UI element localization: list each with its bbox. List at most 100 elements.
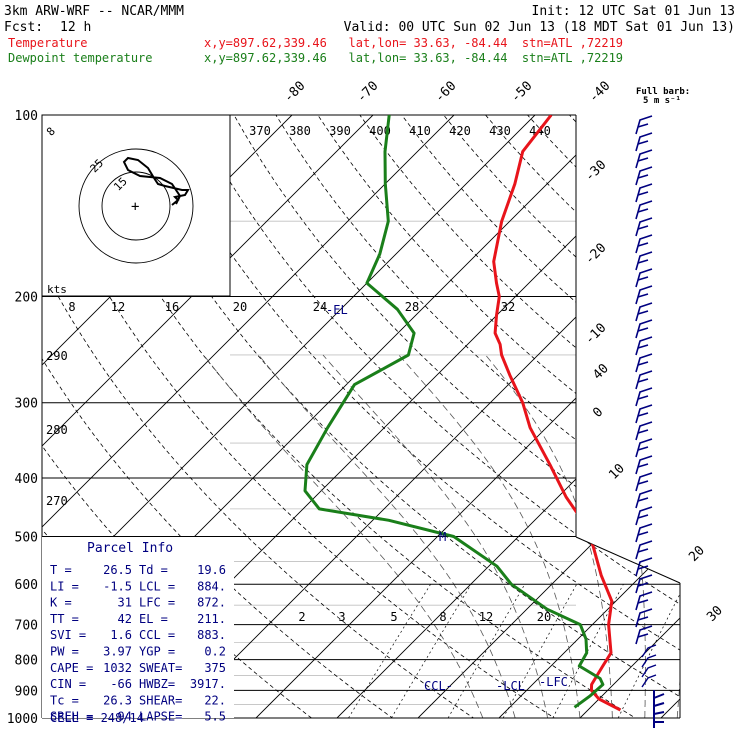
moist-adiabat <box>710 355 739 718</box>
parcel-value: 19.6 <box>197 563 226 577</box>
parcel-label: PW = <box>50 645 79 659</box>
parcel-value: 26.3 <box>103 693 132 707</box>
isotherm-top-label: -40 <box>586 79 613 106</box>
mixing-ratio-label: 3 <box>338 610 345 624</box>
hodograph-ring-label: 8 <box>68 300 75 314</box>
mixing-ratio-label: 2 <box>298 610 305 624</box>
temperature-profile <box>492 115 622 712</box>
parcel-value: 0.2 <box>204 645 226 659</box>
parcel-info-title: Parcel Info <box>87 541 173 556</box>
lcl-marker: -LCL <box>496 679 525 693</box>
dry-adiabat <box>527 115 680 718</box>
dry-adiabat <box>107 115 680 718</box>
wind-barb <box>635 421 653 441</box>
parcel-label: HWBZ= <box>139 677 175 691</box>
moist-adiabat <box>398 354 581 718</box>
isotherm-line <box>660 115 680 718</box>
wind-barb <box>635 455 653 475</box>
parcel-label: CIN = <box>50 677 86 691</box>
isotherm-line <box>174 115 680 718</box>
hodograph-trace <box>122 156 190 206</box>
ccl-marker: CCL- <box>424 679 453 693</box>
hodograph-inset: + 25 15 kts 8 <box>41 114 231 297</box>
wind-barb <box>635 115 653 135</box>
pressure-tick-label: 700 <box>15 619 38 634</box>
moist-adiabat <box>258 354 516 718</box>
model-title: 3km ARW-WRF -- NCAR/MMM <box>4 4 184 19</box>
parcel-label: YGP = <box>139 645 175 659</box>
parcel-label: T = <box>50 563 72 577</box>
dewpoint-profile <box>303 115 605 709</box>
pressure-tick-label: 500 <box>15 530 38 545</box>
wind-barb <box>635 149 653 169</box>
parcel-label: SVI = <box>50 628 86 642</box>
wind-barb <box>635 404 653 424</box>
wind-barb <box>635 625 653 645</box>
dry-adiabat <box>42 115 411 718</box>
wind-barb <box>635 591 653 611</box>
parcel-label: LCL = <box>139 579 175 593</box>
theta-label: 410 <box>409 124 431 138</box>
moist-adiabat <box>577 354 646 718</box>
hodograph-ring-inner <box>101 171 171 241</box>
parcel-label: SREH = <box>50 710 93 724</box>
parcel-label: EL = <box>139 612 168 626</box>
moist-adiabat <box>322 354 548 718</box>
wind-barb <box>635 285 653 305</box>
theta-label: 400 <box>369 124 391 138</box>
parcel-label: TT = <box>50 612 79 626</box>
wind-barb <box>635 387 653 407</box>
wind-barb <box>635 183 653 203</box>
mixing-ratio-line <box>447 584 526 718</box>
forecast-label: Fcst: <box>4 20 43 35</box>
parcel-label: Td = <box>139 563 168 577</box>
valid-time: Valid: 00 UTC Sun 02 Jun 13 (18 MDT Sat … <box>344 20 735 35</box>
barb-legend-units: 5 m s⁻¹ <box>643 96 681 106</box>
pressure-tick-label: 600 <box>15 578 38 593</box>
parcel-label: LAPSE= <box>139 710 182 724</box>
wind-barbs <box>635 115 665 728</box>
parcel-value: 872. <box>197 596 226 610</box>
isotherm-top-label: -50 <box>508 79 535 106</box>
legend-dewpoint-label: Dewpoint temperature <box>8 51 153 65</box>
parcel-info-panel: Parcel Info T = 26.5 Td = 19.6 LI = -1.5 LCL =… <box>42 537 234 725</box>
mixing-ratio-label: 20 <box>537 610 551 624</box>
wind-barb <box>635 251 653 271</box>
parcel-info-frame <box>42 537 234 718</box>
pressure-tick-label: 100 <box>15 109 38 124</box>
dry-adiabat <box>317 115 680 718</box>
isotherm-line <box>42 115 374 718</box>
isotherm-right-label: -30 <box>582 158 609 185</box>
wind-barb <box>635 608 653 628</box>
parcel-value: 1.6 <box>110 628 132 642</box>
wind-barb <box>635 472 653 492</box>
wind-barb <box>635 302 653 322</box>
wind-barb <box>635 506 653 526</box>
mixing-ratio-label: 8 <box>439 610 446 624</box>
wind-barb <box>641 674 657 688</box>
wind-barb <box>635 268 653 288</box>
isotherm-right-label: -20 <box>582 241 609 268</box>
wind-barb <box>635 438 653 458</box>
mixing-ratio-label: 12 <box>479 610 493 624</box>
wind-barb <box>641 654 657 668</box>
parcel-value: -66 <box>110 677 132 691</box>
theta-label: 420 <box>449 124 471 138</box>
mixing-ratio-line <box>348 584 431 718</box>
dry-adiabat <box>149 115 680 718</box>
wind-barb <box>635 166 653 186</box>
moist-adiabat <box>663 354 680 718</box>
dry-adiabat <box>443 115 680 718</box>
wind-barb <box>635 132 653 152</box>
wind-barb-lower-stack <box>653 690 665 728</box>
isotherm-right-label: 0 <box>590 405 606 421</box>
wind-barb <box>635 489 653 509</box>
wind-barb <box>635 523 653 543</box>
parcel-value: 3.97 <box>103 645 132 659</box>
parcel-label: LI = <box>50 579 79 593</box>
theta-label: 370 <box>249 124 271 138</box>
parcel-value: 31 <box>118 596 132 610</box>
hodograph-units: kts <box>47 283 67 296</box>
parcel-value: 5.5 <box>204 710 226 724</box>
